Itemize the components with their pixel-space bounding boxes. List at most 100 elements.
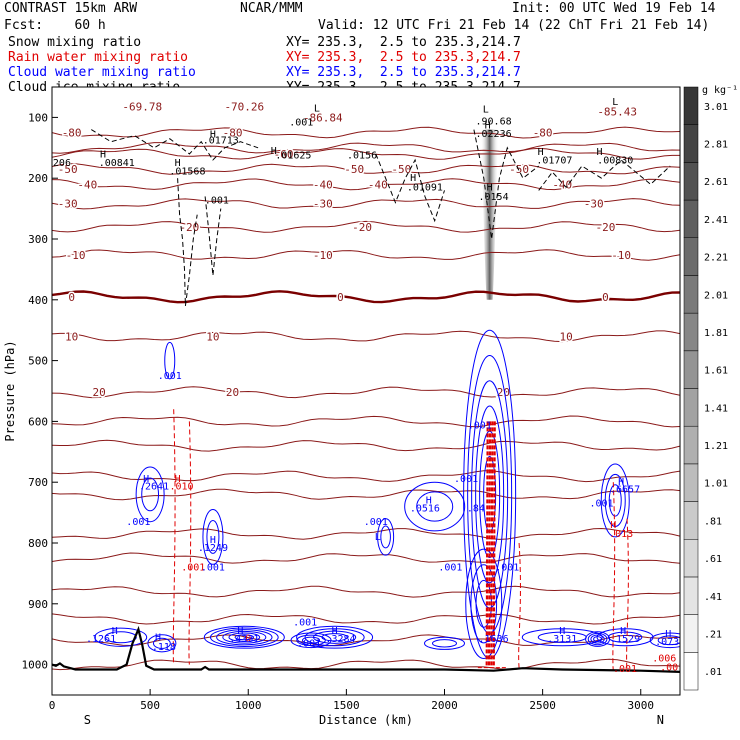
cloud-water-contour — [521, 628, 603, 647]
temperature-label: -10 — [66, 249, 86, 262]
temperature-contour — [52, 386, 680, 399]
temperature-contour — [52, 634, 680, 647]
y-tick-label: 100 — [28, 111, 48, 124]
temperature-contour — [52, 220, 680, 233]
cloud-water-label: .3131 — [547, 634, 577, 645]
cloud-water-label: H — [618, 477, 624, 488]
colorbar-tick-label: 1.61 — [704, 366, 728, 377]
cloud-water-label: .118 — [152, 642, 176, 653]
temperature-contour — [52, 552, 680, 564]
snow-label: L — [314, 103, 320, 114]
cloud-water-label: .6657 — [610, 485, 640, 496]
snow-label: H — [100, 150, 106, 161]
snow-label: .90.68 — [476, 117, 512, 128]
y-tick-label: 800 — [28, 537, 48, 550]
cloud-water-contour — [380, 525, 391, 549]
cloud-water-contour — [209, 627, 279, 648]
snow-label: .01091 — [407, 182, 443, 193]
cloud-water-label: .84 — [467, 503, 485, 514]
temperature-contour — [52, 488, 680, 501]
colorbar-tick-label: 2.61 — [704, 177, 728, 188]
cloud-water-contour — [206, 520, 220, 554]
colorbar-swatch — [683, 162, 699, 201]
colorbar-tick-label: 1.41 — [704, 403, 728, 414]
cloud-water-contour — [432, 639, 457, 648]
colorbar-tick-label: .81 — [704, 516, 722, 527]
cloud-water-label: H — [155, 632, 161, 643]
field-xy-cloud-water: XY= 235.3, 2.5 to 235.3,214.7 — [286, 65, 521, 80]
cloud-water-label: .001 — [158, 371, 182, 382]
colorbar-swatch — [683, 614, 699, 653]
temperature-label: -30 — [58, 198, 78, 211]
snow-label: H — [210, 129, 216, 140]
cloud-water-label: H — [620, 626, 626, 637]
cloud-water-contour — [234, 634, 255, 641]
rain-contour — [172, 409, 176, 665]
terrain-line — [52, 625, 680, 673]
snow-contour — [473, 129, 540, 240]
temperature-label: -50 — [58, 163, 78, 176]
colorbar-swatch — [683, 539, 699, 578]
snow-contour — [91, 129, 259, 161]
snow-label: H — [485, 120, 491, 131]
temperature-contour — [52, 147, 680, 160]
temperature-label: -10 — [313, 249, 333, 262]
snow-contour — [204, 196, 222, 276]
temperature-label: -80 — [223, 127, 243, 140]
cloud-water-label: H — [237, 626, 243, 637]
temperature-contour — [52, 126, 680, 139]
temperature-label: 20 — [92, 386, 105, 399]
snow-label: .0156 — [347, 151, 377, 162]
cloud-water-label: H — [426, 495, 432, 506]
cloud-water-contour — [135, 466, 165, 523]
x-tick-label: 2500 — [529, 699, 556, 712]
rain-label: H — [175, 474, 181, 485]
y-tick-label: 700 — [28, 476, 48, 489]
cloud-water-contour — [657, 635, 680, 646]
north-label: N — [657, 713, 664, 727]
snow-label: H — [597, 147, 603, 158]
snow-contour — [177, 178, 198, 306]
valid-time: Valid: 12 UTC Fri 21 Feb 14 (22 ChT Fri … — [318, 18, 710, 33]
cloud-water-contour — [608, 484, 622, 517]
colorbar-swatch — [683, 463, 699, 502]
cloud-water-label: .1249 — [198, 543, 228, 554]
cloud-water-contour — [164, 341, 176, 380]
rain-core-contour — [485, 421, 489, 668]
cloud-water-contour — [104, 631, 137, 644]
cloud-water-label: .001 — [293, 618, 317, 629]
cloud-water-label: .001 — [468, 421, 492, 432]
cloud-water-contour — [649, 632, 680, 649]
colorbar-swatch — [683, 425, 699, 465]
cloud-water-label: H — [665, 629, 671, 640]
colorbar-swatch — [683, 576, 699, 615]
y-tick-label: 400 — [28, 294, 48, 307]
colorbar-tick-label: 1.01 — [704, 479, 728, 490]
snow-label: H — [271, 146, 277, 157]
colorbar-tick-label: 2.81 — [704, 140, 728, 151]
temperature-label: 10 — [560, 330, 573, 343]
snow-label: .001 — [289, 117, 313, 128]
temperature-contour — [52, 330, 680, 343]
cloud-water-label: .001 — [126, 517, 150, 528]
temperature-label: 0 — [68, 291, 75, 304]
cloud-water-contour — [424, 636, 465, 650]
temperature-label: -70.26 — [224, 100, 264, 113]
temperature-contour — [52, 163, 680, 175]
colorbar-swatch — [683, 275, 699, 314]
temperature-label: 10 — [65, 330, 78, 343]
cloud-water-label: .001 — [364, 517, 388, 528]
cloud-water-contour — [470, 564, 498, 644]
snow-label: H — [487, 182, 493, 193]
snow-label: .01707 — [536, 156, 572, 167]
cloud-water-contour — [222, 630, 267, 644]
temperature-label: -20 — [352, 221, 372, 234]
temperature-contour — [52, 178, 680, 191]
colorbar-tick-label: 2.21 — [704, 253, 728, 264]
cloud-water-contour — [596, 628, 654, 647]
y-tick-label: 200 — [28, 172, 48, 185]
cloud-water-contour — [465, 548, 503, 660]
colorbar-tick-label: .21 — [704, 629, 722, 640]
cloud-water-contour — [296, 625, 374, 649]
cloud-water-label: .001 — [589, 499, 613, 510]
